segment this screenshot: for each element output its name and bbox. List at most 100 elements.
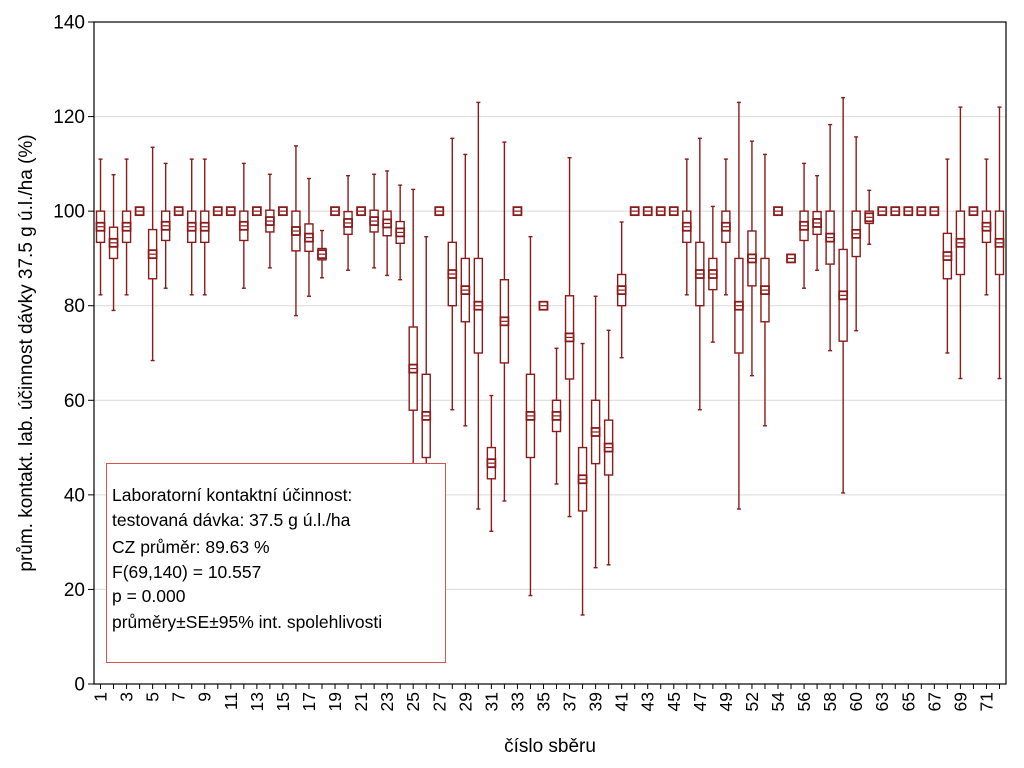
data-point-group bbox=[264, 173, 275, 269]
data-point-group bbox=[929, 206, 940, 217]
x-tick-label: 41 bbox=[612, 692, 632, 711]
x-tick-label: 19 bbox=[325, 692, 345, 711]
annotation-line-p-value: p = 0.000 bbox=[112, 586, 186, 606]
x-axis-label: číslo sběru bbox=[504, 736, 596, 757]
data-point-group bbox=[173, 206, 184, 217]
annotation-line-heading: Laboratorní kontaktní účinnost: bbox=[112, 485, 353, 505]
data-point-group bbox=[225, 206, 236, 217]
data-point-group bbox=[551, 347, 562, 485]
y-tick-label: 80 bbox=[64, 296, 85, 317]
data-point-group bbox=[694, 137, 705, 411]
data-point-group bbox=[903, 206, 914, 217]
data-point-group bbox=[877, 206, 888, 217]
data-point-group bbox=[121, 158, 132, 296]
data-point-group bbox=[291, 145, 301, 317]
data-point-group bbox=[304, 177, 314, 297]
data-point-group bbox=[707, 205, 718, 343]
data-point-group bbox=[603, 329, 614, 566]
data-point-group bbox=[499, 141, 510, 502]
data-point-group bbox=[799, 162, 809, 289]
y-axis-label: prům. kontakt. lab. účinnost dávky 37.5 … bbox=[16, 134, 37, 571]
data-point-group bbox=[199, 158, 210, 296]
x-tick-label: 13 bbox=[247, 692, 267, 711]
x-tick-label: 39 bbox=[586, 692, 606, 711]
data-point-group bbox=[108, 174, 119, 312]
data-point-group bbox=[486, 394, 497, 532]
data-point-group bbox=[212, 206, 223, 217]
data-point-group bbox=[147, 146, 158, 362]
x-tick-label: 60 bbox=[846, 692, 866, 712]
data-point-group bbox=[577, 342, 588, 616]
data-point-group bbox=[864, 189, 875, 245]
y-tick-label: 0 bbox=[74, 675, 85, 696]
data-point-group bbox=[382, 170, 393, 277]
x-tick-label: 27 bbox=[429, 692, 449, 711]
data-point-group bbox=[564, 157, 575, 518]
x-tick-label: 21 bbox=[351, 692, 371, 711]
x-tick-label: 65 bbox=[898, 692, 918, 711]
statistics-annotation-box bbox=[106, 463, 446, 663]
data-point-group bbox=[512, 206, 523, 217]
data-point-group bbox=[642, 206, 653, 217]
annotation-line-f-statistic: F(69,140) = 10.557 bbox=[112, 562, 262, 582]
data-point-group bbox=[238, 162, 249, 289]
x-tick-label: 29 bbox=[455, 692, 475, 711]
x-tick-label: 25 bbox=[403, 692, 423, 711]
data-point-group bbox=[851, 136, 862, 332]
data-point-group bbox=[734, 101, 744, 510]
x-tick-label: 54 bbox=[768, 692, 788, 712]
x-tick-label: 56 bbox=[794, 692, 814, 711]
data-point-group bbox=[720, 158, 731, 296]
data-point-group bbox=[590, 295, 601, 569]
data-point-group bbox=[760, 153, 770, 427]
y-tick-label: 100 bbox=[53, 202, 85, 223]
x-tick-label: 3 bbox=[117, 692, 137, 702]
data-point-group bbox=[525, 235, 536, 597]
data-point-group bbox=[356, 206, 366, 217]
annotation-line-legend: průměry±SE±95% int. spolehlivosti bbox=[112, 612, 383, 632]
x-tick-label: 58 bbox=[820, 692, 840, 711]
x-tick-label: 45 bbox=[664, 692, 684, 711]
x-tick-label: 17 bbox=[299, 692, 319, 711]
data-point-group bbox=[747, 140, 757, 377]
data-point-group bbox=[825, 123, 836, 352]
data-point-group bbox=[473, 101, 484, 510]
data-point-group bbox=[994, 106, 1005, 380]
y-tick-label: 20 bbox=[64, 580, 85, 601]
data-point-group bbox=[616, 221, 627, 359]
x-tick-label: 47 bbox=[690, 692, 710, 711]
y-tick-label: 120 bbox=[53, 107, 85, 128]
data-point-group bbox=[955, 106, 966, 380]
x-tick-label: 1 bbox=[91, 692, 111, 702]
data-point-group bbox=[447, 137, 458, 411]
data-point-group bbox=[460, 153, 471, 427]
data-point-group bbox=[186, 158, 197, 296]
data-point-group bbox=[981, 158, 992, 296]
data-point-group bbox=[434, 206, 445, 217]
data-point-group bbox=[134, 206, 145, 217]
x-tick-label: 23 bbox=[377, 692, 397, 711]
x-tick-label: 43 bbox=[638, 692, 658, 711]
data-point-group bbox=[655, 206, 666, 217]
x-axis: 1 3 5 7 9 11 13 15 17 19 21 23 25 27 29 31 33 35 37 39 41 43 4… bbox=[91, 684, 1000, 711]
y-axis: 0 20 40 60 80 100 120 140 bbox=[53, 13, 94, 696]
data-point-group bbox=[369, 173, 380, 269]
x-tick-label: 9 bbox=[195, 692, 215, 702]
data-point-group bbox=[942, 158, 953, 354]
data-point-group bbox=[629, 206, 640, 217]
x-tick-label: 52 bbox=[742, 692, 762, 711]
data-point-group bbox=[916, 206, 927, 217]
data-point-group bbox=[160, 162, 171, 289]
x-tick-label: 71 bbox=[976, 692, 996, 711]
data-point-group bbox=[773, 206, 783, 217]
data-point-group bbox=[330, 206, 340, 217]
data-point-group bbox=[890, 206, 901, 217]
annotation-line-dose: testovaná dávka: 37.5 g ú.l./ha bbox=[112, 510, 351, 530]
data-point-group bbox=[317, 229, 327, 279]
x-tick-label: 35 bbox=[533, 692, 553, 711]
x-tick-label: 33 bbox=[507, 692, 527, 711]
x-tick-label: 49 bbox=[716, 692, 736, 711]
x-tick-label: 11 bbox=[221, 692, 241, 710]
data-point-group bbox=[395, 184, 406, 281]
